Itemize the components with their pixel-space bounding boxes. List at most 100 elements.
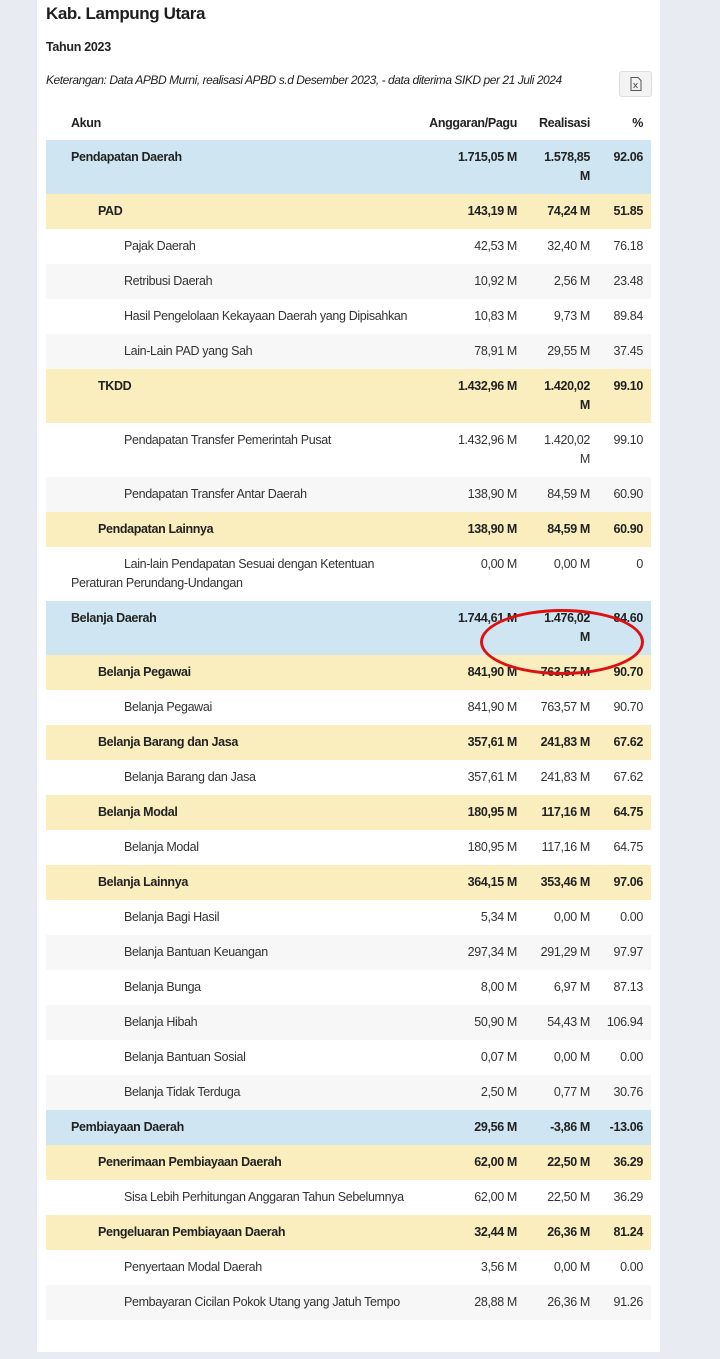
- cell-anggaran-text: 78,91 M: [474, 344, 517, 358]
- table-row: Belanja Bantuan Keuangan 297,34 M 291,29 M…: [46, 935, 651, 970]
- cell-realisasi: 54,43 M: [525, 1005, 598, 1040]
- cell-realisasi: 22,50 M: [525, 1145, 598, 1180]
- cell-persen: 36.29: [598, 1180, 651, 1215]
- cell-anggaran-text: 1.744,61 M: [457, 611, 517, 625]
- cell-realisasi: 22,50 M: [525, 1180, 598, 1215]
- cell-persen-text: 60.90: [613, 487, 643, 501]
- cell-persen-text: 67.62: [613, 770, 643, 784]
- cell-akun-text: Belanja Modal: [98, 805, 178, 819]
- cell-persen: 106.94: [598, 1005, 651, 1040]
- cell-persen: 76.18: [598, 229, 651, 264]
- cell-anggaran-text: 357,61 M: [467, 735, 518, 749]
- cell-akun: Pembiayaan Daerah: [46, 1110, 421, 1145]
- cell-realisasi: 0,00 M: [525, 547, 598, 601]
- cell-realisasi-text: 22,50 M: [547, 1155, 590, 1169]
- cell-realisasi-text: 117,16 M: [541, 840, 591, 854]
- cell-persen: 64.75: [598, 830, 651, 865]
- cell-akun: Belanja Lainnya: [46, 865, 421, 900]
- table-row-subgroup: Belanja Lainnya 364,15 M 353,46 M 97.06: [46, 865, 651, 900]
- cell-realisasi: 26,36 M: [525, 1285, 598, 1320]
- cell-anggaran: 5,34 M: [421, 900, 525, 935]
- cell-anggaran-text: 62,00 M: [474, 1155, 517, 1169]
- cell-akun-text: Belanja Bunga: [124, 980, 201, 994]
- cell-persen: 89.84: [598, 299, 651, 334]
- cell-anggaran-text: 297,34 M: [467, 945, 518, 959]
- cell-anggaran: 138,90 M: [421, 512, 525, 547]
- cell-anggaran-text: 10,92 M: [474, 274, 517, 288]
- cell-anggaran-text: 32,44 M: [474, 1225, 517, 1239]
- cell-realisasi: 241,83 M: [525, 725, 598, 760]
- cell-anggaran-text: 180,95 M: [467, 840, 518, 854]
- cell-akun: Retribusi Daerah: [46, 264, 422, 299]
- cell-anggaran: 143,19 M: [421, 194, 525, 229]
- cell-akun-text: Belanja Bagi Hasil: [124, 910, 220, 924]
- cell-realisasi-text: 6,97 M: [553, 980, 590, 994]
- table-row: Belanja Bantuan Sosial 0,07 M 0,00 M 0.00: [46, 1040, 651, 1075]
- cell-realisasi: 291,29 M: [525, 935, 598, 970]
- cell-akun-text: Belanja Lainnya: [98, 875, 188, 889]
- cell-akun-text: Lain-lain Pendapatan Sesuai dengan Keten…: [71, 557, 375, 590]
- cell-anggaran-text: 62,00 M: [474, 1190, 517, 1204]
- export-excel-button[interactable]: [619, 71, 652, 97]
- cell-anggaran-text: 29,56 M: [474, 1120, 517, 1134]
- cell-akun: Belanja Modal: [46, 795, 421, 830]
- cell-akun: PAD: [46, 194, 421, 229]
- cell-akun: Penyertaan Modal Daerah: [46, 1250, 422, 1285]
- cell-akun: Belanja Bantuan Keuangan: [46, 935, 422, 970]
- cell-realisasi-text: 29,55 M: [547, 344, 590, 358]
- excel-export-icon: [630, 77, 641, 91]
- cell-akun: Belanja Bunga: [46, 970, 422, 1005]
- cell-akun-text: PAD: [98, 204, 123, 218]
- cell-anggaran: 841,90 M: [421, 690, 525, 725]
- cell-akun-text: Pajak Daerah: [124, 239, 196, 253]
- cell-anggaran: 2,50 M: [421, 1075, 525, 1110]
- cell-akun: Pembayaran Cicilan Pokok Utang yang Jatu…: [46, 1285, 422, 1320]
- cell-akun-text: TKDD: [98, 379, 132, 393]
- cell-akun-text: Penyertaan Modal Daerah: [124, 1260, 262, 1274]
- table-row-subgroup: Pengeluaran Pembiayaan Daerah 32,44 M 26,3…: [46, 1215, 651, 1250]
- header-realisasi: Realisasi: [538, 115, 590, 130]
- cell-akun-text: Belanja Daerah: [71, 611, 157, 625]
- cell-persen: 64.75: [598, 795, 651, 830]
- table-row: Belanja Bunga 8,00 M 6,97 M 87.13: [46, 970, 651, 1005]
- cell-akun: Belanja Pegawai: [46, 655, 421, 690]
- cell-persen: 36.29: [598, 1145, 651, 1180]
- table-row-subgroup: Belanja Modal 180,95 M 117,16 M 64.75: [46, 795, 651, 830]
- cell-realisasi-text: 763,57 M: [540, 665, 591, 679]
- cell-realisasi-text: 1.420,02 M: [544, 433, 590, 466]
- cell-realisasi-text: 1.420,02 M: [544, 379, 590, 412]
- cell-persen-text: 0.00: [620, 1260, 643, 1274]
- cell-anggaran-text: 0,07 M: [480, 1050, 517, 1064]
- cell-akun: Belanja Modal: [46, 830, 422, 865]
- cell-persen-text: 0.00: [620, 910, 643, 924]
- cell-akun: Belanja Pegawai: [46, 690, 422, 725]
- cell-persen-text: 30.76: [613, 1085, 643, 1099]
- cell-akun: Pendapatan Transfer Antar Daerah: [46, 477, 422, 512]
- cell-persen-text: 36.29: [613, 1155, 643, 1169]
- cell-anggaran-text: 1.432,96 M: [457, 379, 517, 393]
- cell-realisasi: 0,00 M: [525, 900, 598, 935]
- table-row: Pendapatan Transfer Antar Daerah 138,90 M…: [46, 477, 651, 512]
- cell-akun: Pendapatan Lainnya: [46, 512, 421, 547]
- cell-persen-text: 81.24: [613, 1225, 643, 1239]
- cell-realisasi: 29,55 M: [525, 334, 598, 369]
- cell-anggaran: 1.744,61 M: [421, 601, 525, 655]
- cell-persen-text: 51.85: [613, 204, 643, 218]
- cell-akun: Pendapatan Transfer Pemerintah Pusat: [46, 423, 422, 477]
- cell-persen: 60.90: [598, 477, 651, 512]
- table-row: Belanja Tidak Terduga 2,50 M 0,77 M 30.76: [46, 1075, 651, 1110]
- cell-persen: 0.00: [598, 900, 651, 935]
- table-row: Lain-lain Pendapatan Sesuai dengan Keten…: [46, 547, 651, 601]
- cell-persen: 90.70: [598, 690, 651, 725]
- cell-anggaran: 180,95 M: [421, 795, 525, 830]
- cell-persen-text: -13.06: [609, 1120, 644, 1134]
- cell-anggaran: 50,90 M: [421, 1005, 525, 1040]
- cell-anggaran: 0,00 M: [421, 547, 525, 601]
- table-row: Hasil Pengelolaan Kekayaan Daerah yang D…: [46, 299, 651, 334]
- cell-akun: Belanja Bagi Hasil: [46, 900, 422, 935]
- cell-realisasi-text: 74,24 M: [547, 204, 590, 218]
- table-row-group: Pembiayaan Daerah 29,56 M -3,86 M -13.06: [46, 1110, 651, 1145]
- cell-akun-text: Belanja Barang dan Jasa: [98, 735, 238, 749]
- table-row: Pembayaran Cicilan Pokok Utang yang Jatu…: [46, 1285, 651, 1320]
- cell-akun-text: Pembiayaan Daerah: [71, 1120, 184, 1134]
